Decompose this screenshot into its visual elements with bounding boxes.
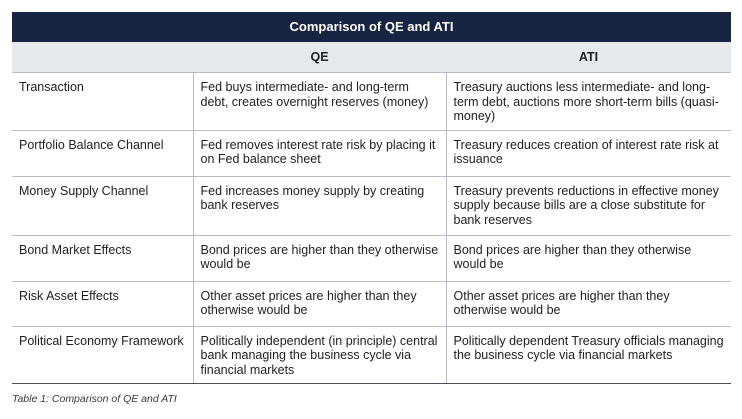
row-label: Portfolio Balance Channel [12,130,193,177]
ati-cell: Treasury prevents reductions in effectiv… [445,176,731,236]
row-label: Transaction [12,72,193,131]
header-ati: ATI [446,42,731,73]
qe-cell: Bond prices are higher than they otherwi… [192,235,446,282]
table-title: Comparison of QE and ATI [12,12,731,42]
comparison-table: Comparison of QE and ATI QE ATI Transact… [12,12,731,384]
header-qe: QE [193,42,446,73]
row-label: Bond Market Effects [12,235,193,282]
table-row: Money Supply Channel Fed increases money… [12,176,731,236]
ati-cell: Other asset prices are higher than they … [445,281,731,327]
ati-cell: Bond prices are higher than they otherwi… [445,235,731,282]
table-row: Portfolio Balance Channel Fed removes in… [12,130,731,177]
table-grid: QE ATI Transaction Fed buys intermediate… [12,42,731,384]
table-row: Risk Asset Effects Other asset prices ar… [12,281,731,327]
qe-cell: Politically independent (in principle) c… [192,326,446,384]
table-row: Transaction Fed buys intermediate- and l… [12,72,731,131]
qe-cell: Fed buys intermediate- and long-term deb… [192,72,446,131]
table-caption: Table 1: Comparison of QE and ATI [12,393,177,405]
ati-cell: Politically dependent Treasury officials… [445,326,731,384]
table-row: Political Economy Framework Politically … [12,326,731,384]
header-blank [12,42,193,73]
qe-cell: Other asset prices are higher than they … [192,281,446,327]
ati-cell: Treasury auctions less intermediate- and… [445,72,731,131]
qe-cell: Fed removes interest rate risk by placin… [192,130,446,177]
ati-cell: Treasury reduces creation of interest ra… [445,130,731,177]
header-row: QE ATI [12,42,731,73]
table-row: Bond Market Effects Bond prices are high… [12,235,731,282]
row-label: Money Supply Channel [12,176,193,236]
qe-cell: Fed increases money supply by creating b… [192,176,446,236]
row-label: Political Economy Framework [12,326,193,384]
row-label: Risk Asset Effects [12,281,193,327]
